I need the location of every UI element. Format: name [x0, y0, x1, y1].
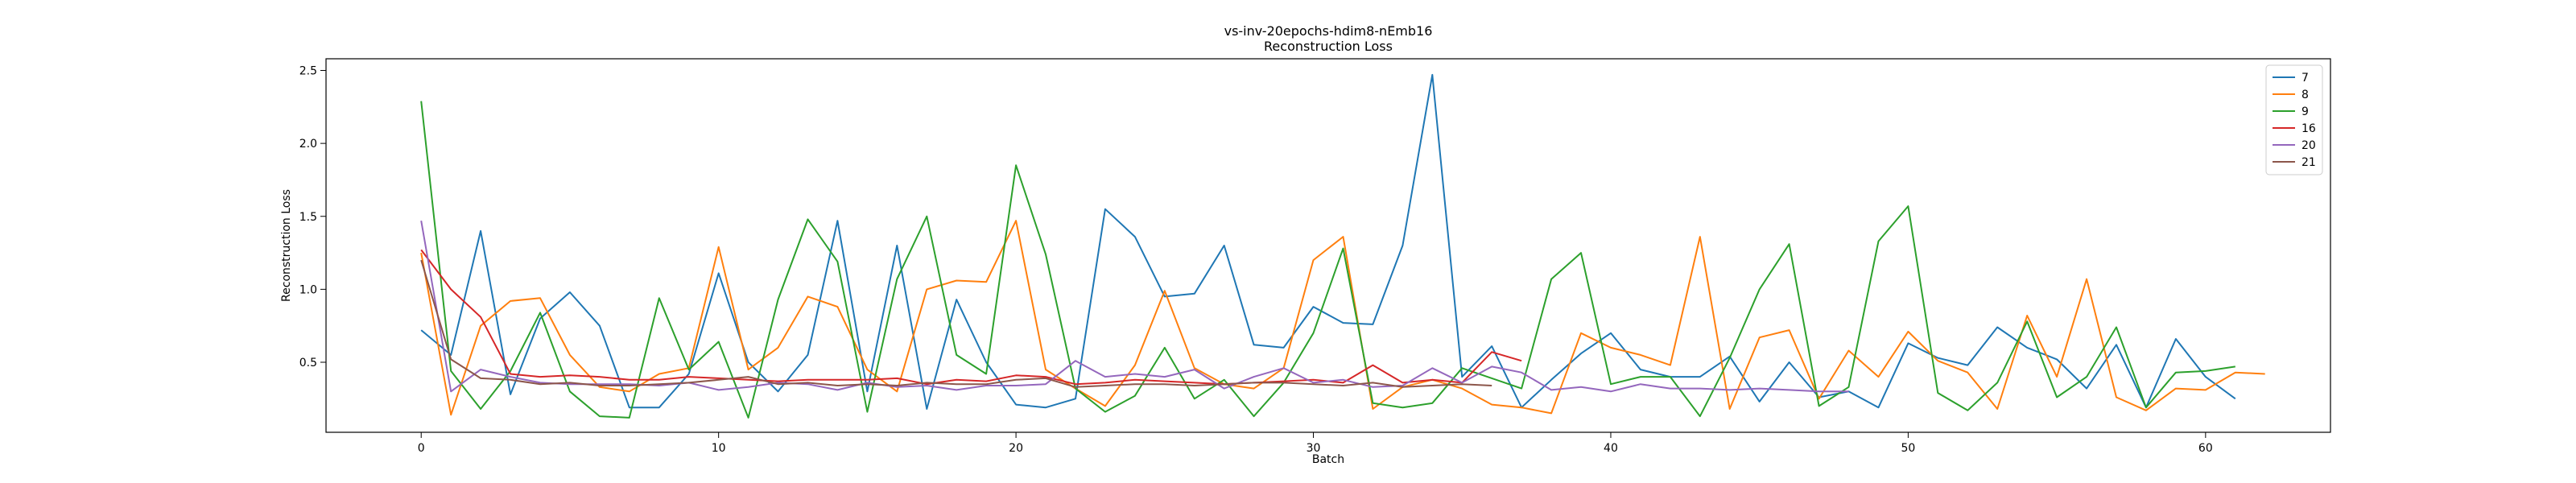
x-tick-label: 0: [418, 442, 425, 455]
chart-title: vs-inv-20epochs-hdim8-nEmb16: [1224, 23, 1433, 39]
axes-frame: [325, 58, 2331, 433]
series-line-7: [420, 73, 2236, 410]
y-tick-label: 2.0: [299, 138, 317, 151]
legend-label-9: 9: [2301, 105, 2309, 118]
plot-area: [420, 73, 2265, 419]
y-tick-label: 2.5: [299, 65, 317, 78]
chart-subtitle: Reconstruction Loss: [1264, 39, 1393, 54]
x-tick-label: 10: [712, 442, 726, 455]
y-tick-label: 1.0: [299, 283, 317, 296]
y-tick-label: 0.5: [299, 357, 317, 369]
y-tick-label: 1.5: [299, 211, 317, 224]
legend-label-20: 20: [2301, 139, 2316, 152]
x-axis-label: Batch: [1312, 453, 1344, 466]
x-tick-label: 60: [2198, 442, 2213, 455]
series-line-21: [420, 259, 1492, 388]
legend-label-21: 21: [2301, 156, 2316, 169]
legend-box: [2265, 64, 2323, 175]
x-tick-label: 20: [1009, 442, 1023, 455]
series-line-20: [420, 221, 1849, 393]
legend-label-8: 8: [2301, 89, 2309, 101]
axis-ticks: 0 10 20 30 40 50 60 0.5 1.0 1.5 2.0 2.5: [299, 65, 2213, 456]
x-tick-label: 40: [1604, 442, 1618, 455]
series-line-9: [420, 101, 2235, 419]
y-axis-label: Reconstruction Loss: [280, 189, 293, 302]
legend-label-7: 7: [2301, 72, 2309, 85]
legend: 7 8 9 16 20 21: [2265, 64, 2323, 175]
series-line-16: [420, 249, 1522, 386]
x-tick-label: 30: [1307, 442, 1321, 455]
series-line-8: [420, 220, 2265, 416]
legend-label-16: 16: [2301, 122, 2316, 135]
x-tick-label: 50: [1901, 442, 1915, 455]
